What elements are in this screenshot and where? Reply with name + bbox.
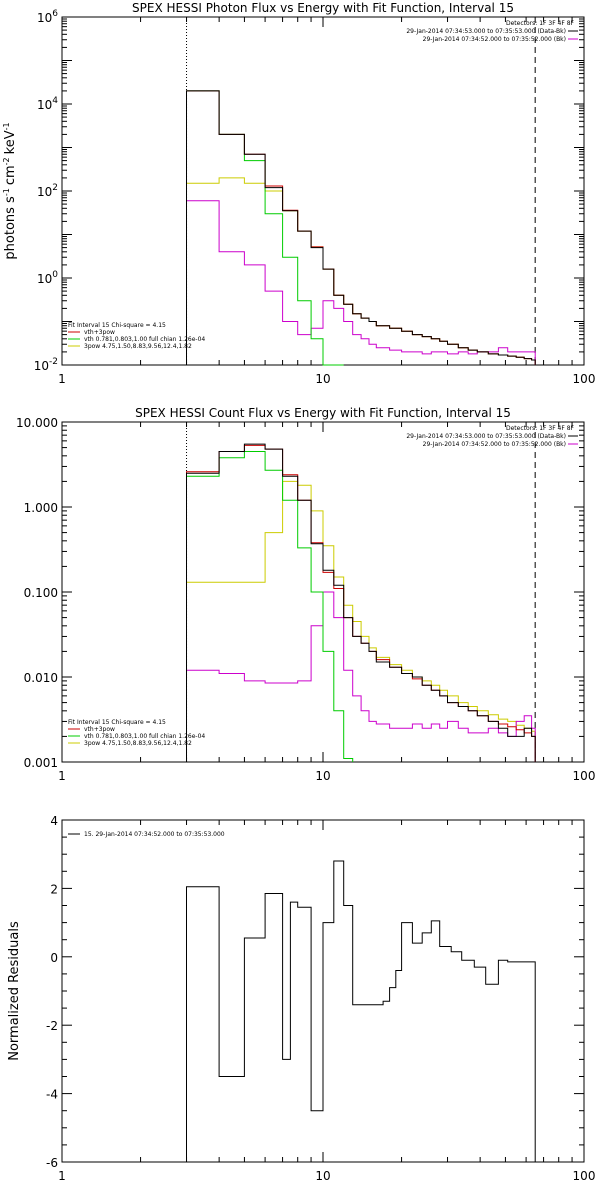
x-tick-label: 1 <box>58 372 66 386</box>
y-tick-label: 4 <box>50 814 58 828</box>
y-tick-label: 10.000 <box>16 416 58 430</box>
series-bpow-line <box>186 480 536 762</box>
y-tick-label: 0.100 <box>24 586 58 600</box>
y-tick-label: -6 <box>46 1156 58 1170</box>
series-bkg-line <box>186 200 536 365</box>
y-tick-label-base: 10 <box>34 359 49 373</box>
y-tick-label-base: 10 <box>37 11 52 25</box>
legend-right-label: 29-Jan-2014 07:34:53.000 to 07:35:53.000… <box>406 28 566 35</box>
y-axis-label-part: cm <box>3 165 18 185</box>
y-tick-label-base: -6 <box>46 1156 58 1170</box>
y-tick-label: 106 <box>37 9 58 25</box>
y-tick-label-base: 0 <box>50 951 58 965</box>
y-axis-label-part: keV <box>3 130 18 154</box>
legend-left-label: vth+3pow <box>84 726 115 733</box>
detectors-label: Detectors: 1F 3F 4F 8F <box>506 20 575 27</box>
y-tick-label-base: 10 <box>37 185 52 199</box>
legend-left-label: vth+3pow <box>84 329 115 336</box>
residuals-panel: 1 10 100 4 2 0 -2 -4 -6 Normalized Residuals 15. 2… <box>7 814 595 1183</box>
series-data-line <box>186 443 536 762</box>
x-tick-label: 100 <box>573 769 596 783</box>
chart-title: SPEX HESSI Photon Flux vs Energy with Fi… <box>132 1 514 15</box>
y-tick-label-base: -2 <box>46 1019 58 1033</box>
y-tick-label-exponent: 2 <box>52 183 58 193</box>
legend-right-label: 29-Jan-2014 07:34:52.000 to 07:35:52.000… <box>423 441 566 448</box>
y-tick-label-base: 2 <box>50 882 58 896</box>
y-axis-label: Normalized Residuals <box>7 921 22 1061</box>
y-axis-label-part: photons s <box>3 196 18 260</box>
y-tick-label-exponent: -2 <box>49 357 58 367</box>
series-bkg-line <box>186 591 536 762</box>
chart-title: SPEX HESSI Count Flux vs Energy with Fit… <box>135 406 511 420</box>
x-tick-label: 10 <box>315 1169 330 1183</box>
legend-right-label: 29-Jan-2014 07:34:52.000 to 07:35:52.000… <box>423 36 566 43</box>
legend-left-label: vth 0.781,0.803,1.00 full chian 1.26e-04 <box>84 733 205 740</box>
y-tick-label: 1.000 <box>24 501 58 515</box>
photon-flux-panel: SPEX HESSI Photon Flux vs Energy with Fi… <box>2 1 595 386</box>
series-total-line <box>186 444 536 762</box>
series-vth-line <box>186 90 344 366</box>
y-tick-label-base: 0.001 <box>24 756 58 770</box>
detectors-label: Detectors: 1F 3F 4F 8F <box>506 425 575 432</box>
legend-left-label: vth 0.781,0.803,1.00 full chian 1.26e-04 <box>84 336 205 343</box>
y-tick-label-base: 10.000 <box>16 416 58 430</box>
y-tick-label: -2 <box>46 1019 58 1033</box>
series-data-line <box>186 90 536 365</box>
y-tick-label-exponent: 6 <box>52 9 58 19</box>
series-vth-line <box>186 451 354 762</box>
y-tick-label: 100 <box>37 270 58 286</box>
series-total-line <box>186 90 536 365</box>
y-tick-label: -4 <box>46 1088 58 1102</box>
y-tick-label-base: 10 <box>37 272 52 286</box>
y-tick-label-base: 1.000 <box>24 501 58 515</box>
y-tick-label: 104 <box>37 96 58 112</box>
y-tick-label-base: 0.010 <box>24 671 58 685</box>
legend-right-label: 29-Jan-2014 07:34:53.000 to 07:35:53.000… <box>406 433 566 440</box>
x-tick-label: 100 <box>573 1169 596 1183</box>
y-tick-label-exponent: 4 <box>52 96 58 106</box>
y-tick-label: 2 <box>50 882 58 896</box>
y-tick-label: 102 <box>37 183 58 199</box>
x-tick-label: 1 <box>58 1169 66 1183</box>
x-tick-label: 10 <box>315 769 330 783</box>
series-data-line <box>186 860 536 1162</box>
legend-left-label: 3pow 4.75,1.50,8.83,9.56,12.4,1.82 <box>84 343 192 350</box>
legend-left-label: 3pow 4.75,1.50,8.83,9.56,12.4,1.82 <box>84 740 192 747</box>
y-tick-label-base: 10 <box>37 98 52 112</box>
y-tick-label: 0.001 <box>24 756 58 770</box>
y-tick-label: 0.010 <box>24 671 58 685</box>
x-tick-label: 1 <box>58 769 66 783</box>
x-tick-label: 10 <box>315 372 330 386</box>
legend-left-label: 15. 29-Jan-2014 07:34:52.000 to 07:35:53… <box>84 831 225 838</box>
y-tick-label-base: -4 <box>46 1088 58 1102</box>
y-axis-label-exp: -1 <box>2 188 11 196</box>
y-tick-label: 0 <box>50 951 58 965</box>
y-tick-label-base: 0.100 <box>24 586 58 600</box>
y-axis-label-exp: -1 <box>2 122 11 130</box>
fit-interval-label: Fit Interval 15 Chi-square = 4.15 <box>68 322 166 329</box>
count-flux-panel: SPEX HESSI Count Flux vs Energy with Fit… <box>16 406 595 783</box>
y-tick-label: 10-2 <box>34 357 58 373</box>
y-tick-label-base: 4 <box>50 814 58 828</box>
fit-interval-label: Fit Interval 15 Chi-square = 4.15 <box>68 719 166 726</box>
y-axis-label: photons s-1cm-2keV-1 <box>2 122 18 259</box>
y-axis-label-exp: -2 <box>2 157 11 165</box>
y-tick-label-exponent: 0 <box>52 270 58 280</box>
x-tick-label: 100 <box>573 372 596 386</box>
